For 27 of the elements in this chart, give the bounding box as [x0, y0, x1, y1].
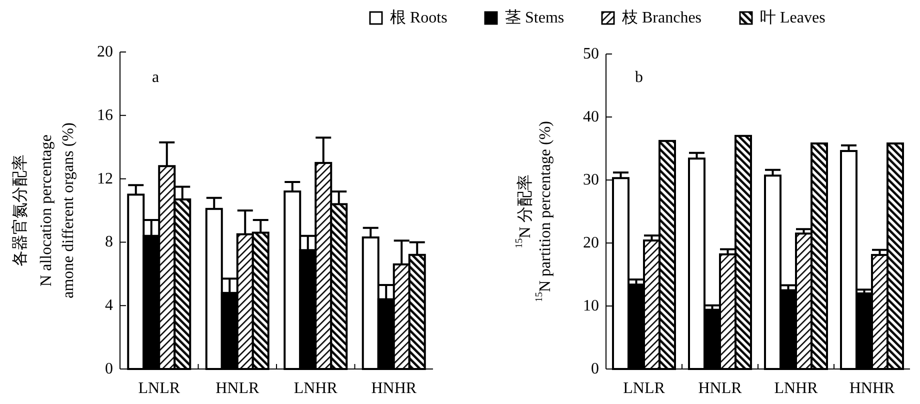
y-tick-label: 12 — [97, 170, 113, 188]
x-tick-label: LNHR — [774, 380, 818, 397]
y-tick-label: 20 — [583, 234, 599, 252]
y-tick-label: 8 — [105, 234, 113, 251]
annotation: a — [152, 69, 160, 86]
x-tick-label: HNHR — [849, 380, 895, 397]
y-tick-label: 4 — [105, 297, 113, 314]
y-tick-label: 40 — [583, 108, 599, 126]
legend-label: 枝 Branches — [621, 8, 702, 26]
legend-label: 叶 Leaves — [760, 8, 826, 26]
y-tick-label: 16 — [97, 106, 113, 124]
y-tick-label: 0 — [591, 360, 599, 378]
annotation: b — [635, 69, 643, 86]
x-tick-label: LNHR — [294, 380, 338, 397]
y-tick-label: 20 — [97, 44, 113, 60]
y-tick-label: 10 — [583, 298, 599, 314]
x-tick-label: HNLR — [216, 380, 260, 397]
y-tick-label: 50 — [583, 46, 599, 62]
y-tick-label: 30 — [583, 172, 599, 188]
y-tick-label: 0 — [105, 360, 113, 378]
y-axis-title: 各器官氮分配率 N allocation percentage amone different organs (%) — [10, 122, 76, 298]
legend-label: 茎 Stems — [505, 8, 564, 26]
legend-label: 根 Roots — [390, 8, 448, 26]
x-tick-label: LNLR — [623, 380, 666, 397]
x-tick-label: HNHR — [371, 380, 417, 397]
x-tick-label: LNLR — [138, 380, 180, 397]
x-tick-label: HNLR — [698, 380, 742, 397]
